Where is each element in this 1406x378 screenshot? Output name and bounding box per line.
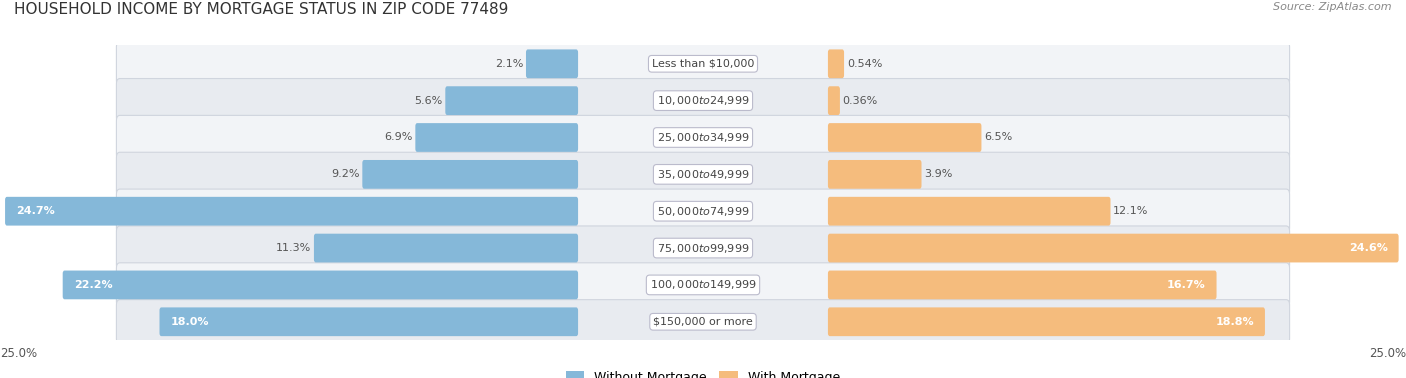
Text: 6.9%: 6.9% bbox=[384, 133, 412, 143]
Text: 24.6%: 24.6% bbox=[1348, 243, 1388, 253]
FancyBboxPatch shape bbox=[117, 152, 1289, 197]
Text: 6.5%: 6.5% bbox=[984, 133, 1012, 143]
Text: Source: ZipAtlas.com: Source: ZipAtlas.com bbox=[1274, 2, 1392, 12]
Text: $75,000 to $99,999: $75,000 to $99,999 bbox=[657, 242, 749, 254]
FancyBboxPatch shape bbox=[6, 197, 578, 226]
Text: 0.36%: 0.36% bbox=[842, 96, 877, 105]
Text: 12.1%: 12.1% bbox=[1114, 206, 1149, 216]
Text: 22.2%: 22.2% bbox=[73, 280, 112, 290]
FancyBboxPatch shape bbox=[117, 79, 1289, 123]
Text: 2.1%: 2.1% bbox=[495, 59, 523, 69]
Text: $50,000 to $74,999: $50,000 to $74,999 bbox=[657, 205, 749, 218]
Text: 9.2%: 9.2% bbox=[330, 169, 360, 179]
FancyBboxPatch shape bbox=[415, 123, 578, 152]
Text: $150,000 or more: $150,000 or more bbox=[654, 317, 752, 327]
Text: 3.9%: 3.9% bbox=[924, 169, 953, 179]
FancyBboxPatch shape bbox=[117, 226, 1289, 270]
FancyBboxPatch shape bbox=[828, 50, 844, 78]
FancyBboxPatch shape bbox=[117, 115, 1289, 160]
Text: 11.3%: 11.3% bbox=[276, 243, 311, 253]
FancyBboxPatch shape bbox=[828, 271, 1216, 299]
FancyBboxPatch shape bbox=[828, 307, 1265, 336]
FancyBboxPatch shape bbox=[828, 123, 981, 152]
FancyBboxPatch shape bbox=[828, 197, 1111, 226]
Text: Less than $10,000: Less than $10,000 bbox=[652, 59, 754, 69]
Text: 24.7%: 24.7% bbox=[15, 206, 55, 216]
FancyBboxPatch shape bbox=[117, 189, 1289, 233]
Text: 18.0%: 18.0% bbox=[170, 317, 209, 327]
Text: 25.0%: 25.0% bbox=[0, 347, 37, 360]
Legend: Without Mortgage, With Mortgage: Without Mortgage, With Mortgage bbox=[565, 371, 841, 378]
FancyBboxPatch shape bbox=[828, 234, 1399, 262]
Text: $25,000 to $34,999: $25,000 to $34,999 bbox=[657, 131, 749, 144]
FancyBboxPatch shape bbox=[117, 42, 1289, 86]
Text: $100,000 to $149,999: $100,000 to $149,999 bbox=[650, 279, 756, 291]
Text: HOUSEHOLD INCOME BY MORTGAGE STATUS IN ZIP CODE 77489: HOUSEHOLD INCOME BY MORTGAGE STATUS IN Z… bbox=[14, 2, 509, 17]
FancyBboxPatch shape bbox=[63, 271, 578, 299]
FancyBboxPatch shape bbox=[828, 86, 839, 115]
Text: 0.54%: 0.54% bbox=[846, 59, 882, 69]
Text: 18.8%: 18.8% bbox=[1215, 317, 1254, 327]
FancyBboxPatch shape bbox=[363, 160, 578, 189]
Text: 25.0%: 25.0% bbox=[1369, 347, 1406, 360]
FancyBboxPatch shape bbox=[117, 263, 1289, 307]
Text: $10,000 to $24,999: $10,000 to $24,999 bbox=[657, 94, 749, 107]
FancyBboxPatch shape bbox=[314, 234, 578, 262]
FancyBboxPatch shape bbox=[828, 160, 921, 189]
Text: 5.6%: 5.6% bbox=[415, 96, 443, 105]
FancyBboxPatch shape bbox=[159, 307, 578, 336]
Text: 16.7%: 16.7% bbox=[1167, 280, 1205, 290]
FancyBboxPatch shape bbox=[526, 50, 578, 78]
FancyBboxPatch shape bbox=[117, 300, 1289, 344]
Text: $35,000 to $49,999: $35,000 to $49,999 bbox=[657, 168, 749, 181]
FancyBboxPatch shape bbox=[446, 86, 578, 115]
